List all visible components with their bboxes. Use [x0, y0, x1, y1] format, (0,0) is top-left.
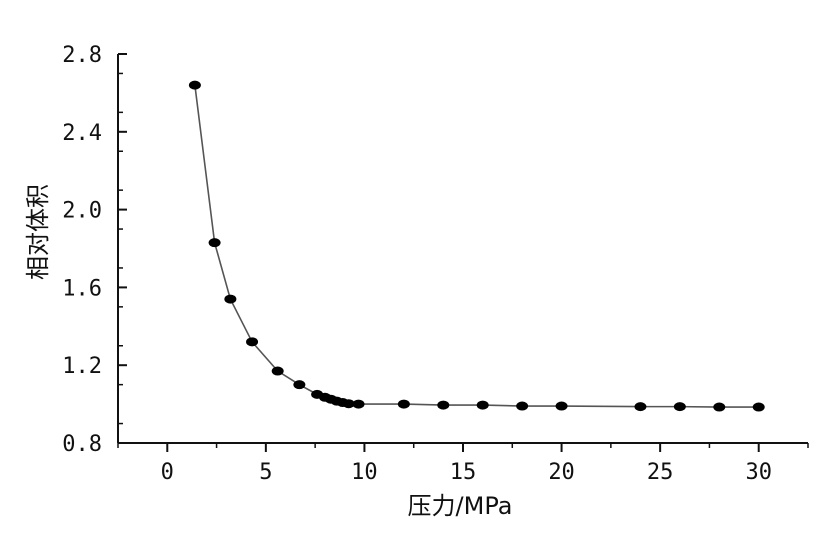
y-tick-label: 1.6 — [62, 276, 102, 301]
y-tick-label: 2.8 — [62, 43, 102, 68]
data-point — [188, 80, 201, 90]
data-point — [246, 337, 259, 347]
data-point — [293, 380, 306, 390]
y-tick-label: 2.4 — [62, 121, 102, 146]
x-tick-label: 10 — [351, 460, 378, 485]
x-tick-label: 15 — [450, 460, 477, 485]
data-point — [673, 402, 686, 412]
x-tick-label: 20 — [548, 460, 575, 485]
series-line — [194, 85, 759, 408]
data-point — [516, 401, 529, 411]
x-axis-ticks: 0 5 10 15 20 25 30 — [117, 443, 809, 485]
x-tick-label: 5 — [259, 460, 272, 485]
data-point — [634, 402, 647, 412]
y-axis-ticks: 0.8 1.2 1.6 2.0 2.4 2.8 — [62, 43, 127, 457]
x-tick-label: 30 — [745, 460, 772, 485]
y-tick-label: 2.0 — [62, 199, 102, 224]
data-point — [397, 399, 410, 409]
y-tick-label: 1.2 — [62, 354, 102, 379]
data-point — [271, 366, 284, 376]
y-axis-title: 相对体积 — [24, 184, 52, 280]
x-tick-label: 0 — [161, 460, 174, 485]
axes — [117, 54, 808, 444]
data-point — [208, 238, 221, 248]
x-tick-label: 25 — [647, 460, 674, 485]
data-point — [476, 400, 489, 410]
series-points-group — [188, 80, 765, 412]
y-tick-label: 0.8 — [62, 432, 102, 457]
data-point — [437, 400, 450, 410]
data-point — [224, 294, 237, 304]
data-point — [352, 399, 365, 409]
data-point — [555, 401, 568, 411]
series-line-group — [194, 85, 759, 408]
data-point — [752, 402, 765, 412]
data-point — [713, 402, 726, 412]
x-axis-title: 压力/MPa — [408, 492, 513, 520]
data-point — [342, 399, 355, 409]
